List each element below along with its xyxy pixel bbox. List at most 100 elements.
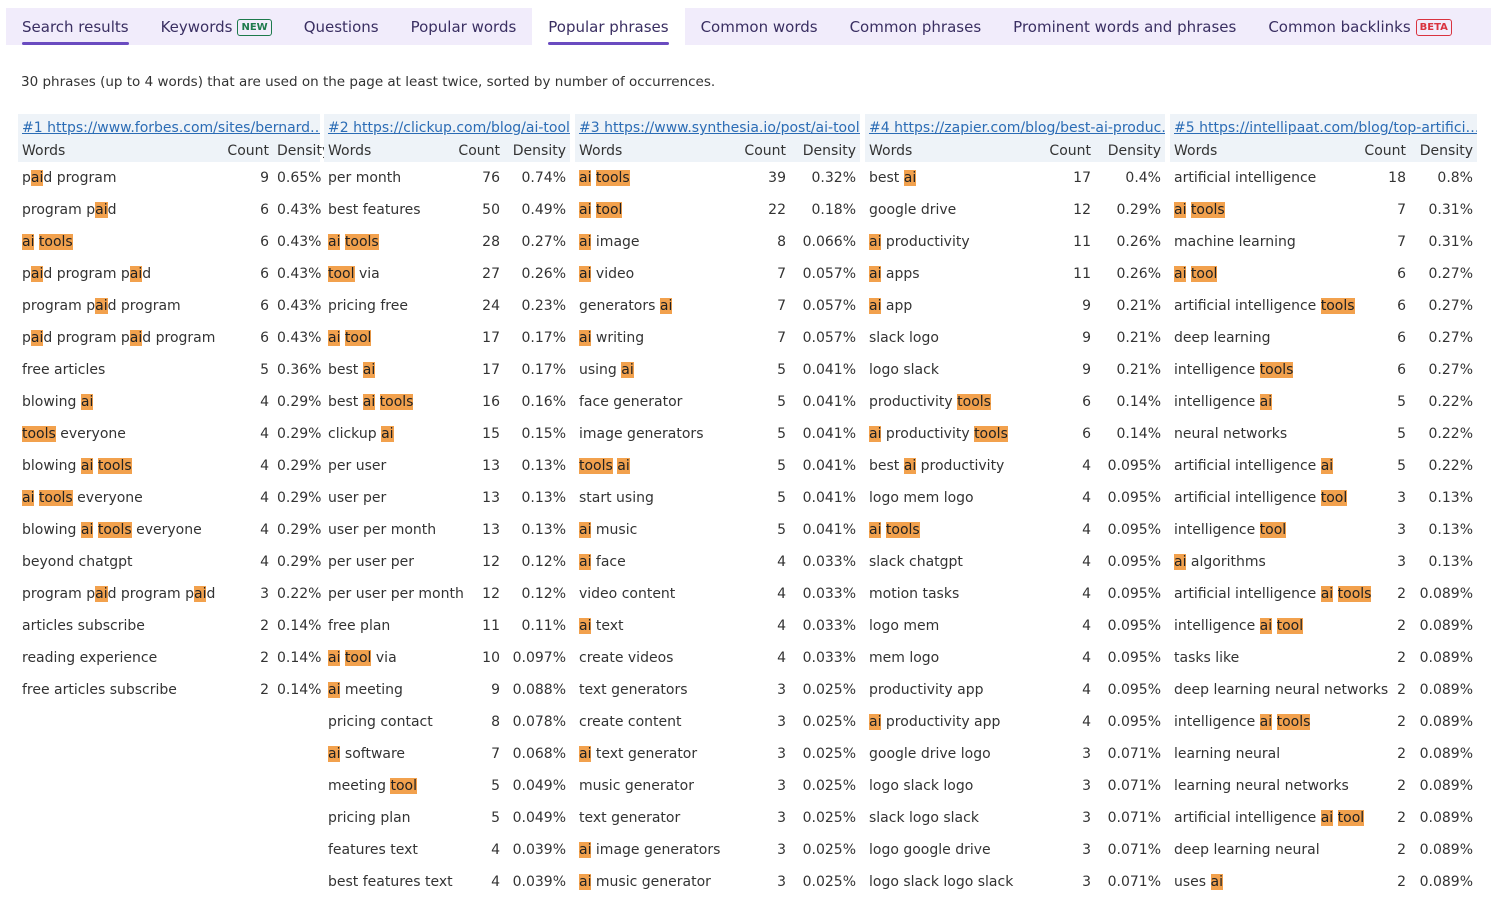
count: 5 [777, 394, 786, 410]
density: 0.033% [802, 618, 856, 634]
phrase: ai tools [1174, 202, 1225, 218]
phrase: generators ai [579, 298, 673, 314]
phrase-row: ai apps 11 0.26% [865, 258, 1165, 290]
phrase: per user per month [328, 586, 464, 602]
density: 0.16% [521, 394, 566, 410]
tab[interactable]: Common phrases [834, 8, 998, 45]
count: 4 [777, 586, 786, 602]
tab[interactable]: Common backlinks BETA [1252, 8, 1468, 45]
count: 9 [491, 682, 500, 698]
density: 0.29% [277, 458, 322, 474]
phrase-row: productivity app 4 0.095% [865, 674, 1165, 706]
count: 12 [1073, 202, 1091, 218]
tab[interactable]: Popular phrases [532, 8, 685, 45]
phrase: music generator [579, 778, 694, 794]
density: 0.041% [802, 426, 856, 442]
source-link[interactable]: #1 https://www.forbes.com/sites/bernard… [22, 120, 320, 136]
phrase-row: pricing free 24 0.23% [324, 290, 570, 322]
tab-badge: NEW [237, 19, 272, 36]
count: 4 [260, 554, 269, 570]
phrase: ai tools [22, 234, 73, 250]
density: 0.025% [802, 810, 856, 826]
count: 6 [260, 298, 269, 314]
density: 0.033% [802, 586, 856, 602]
count: 11 [1073, 234, 1091, 250]
source-link[interactable]: #3 https://www.synthesia.io/post/ai-tool… [579, 120, 860, 136]
phrase: ai tools [579, 170, 630, 186]
count: 4 [260, 522, 269, 538]
tab[interactable]: Popular words [395, 8, 533, 45]
count: 6 [1397, 266, 1406, 282]
density: 0.29% [1116, 202, 1161, 218]
phrase: meeting tool [328, 778, 417, 794]
phrase-row: program paid program paid 3 0.22% [18, 578, 322, 610]
phrase: artificial intelligence tool [1174, 490, 1348, 506]
count: 4 [1082, 682, 1091, 698]
density: 0.15% [521, 426, 566, 442]
tab[interactable]: Questions [288, 8, 395, 45]
phrase-row: ai video 7 0.057% [575, 258, 860, 290]
column-header: #3 https://www.synthesia.io/post/ai-tool… [575, 114, 860, 162]
phrase-row: ai software 7 0.068% [324, 738, 570, 770]
density: 0.078% [512, 714, 566, 730]
phrase-row: best ai 17 0.17% [324, 354, 570, 386]
count: 12 [482, 554, 500, 570]
source-link[interactable]: #5 https://intellipaat.com/blog/top-arti… [1174, 120, 1477, 136]
phrase: intelligence ai tool [1174, 618, 1304, 634]
header-row: Words Count Density [865, 140, 1165, 162]
count: 3 [1082, 842, 1091, 858]
density: 0.22% [277, 586, 322, 602]
count: 28 [482, 234, 500, 250]
phrase-row: per user per 12 0.12% [324, 546, 570, 578]
density: 0.025% [802, 842, 856, 858]
density: 0.071% [1107, 778, 1161, 794]
density: 0.025% [802, 746, 856, 762]
count: 3 [777, 810, 786, 826]
density: 0.071% [1107, 746, 1161, 762]
density: 0.13% [521, 490, 566, 506]
count: 4 [1082, 714, 1091, 730]
phrase-row: user per month 13 0.13% [324, 514, 570, 546]
phrase: image generators [579, 426, 704, 442]
phrase-row: per month 76 0.74% [324, 162, 570, 194]
phrase: per user [328, 458, 387, 474]
density: 0.089% [1419, 714, 1473, 730]
tab-label: Common phrases [849, 18, 982, 36]
phrase-row: articles subscribe 2 0.14% [18, 610, 321, 642]
source-link[interactable]: #4 https://zapier.com/blog/best-ai-produ… [869, 120, 1165, 136]
tab[interactable]: Keywords NEW [145, 8, 288, 45]
tab[interactable]: Common words [685, 8, 834, 45]
phrase: ai tools [869, 522, 920, 538]
density: 0.033% [802, 554, 856, 570]
density: 0.29% [277, 522, 322, 538]
phrase: motion tasks [869, 586, 960, 602]
density: 0.041% [802, 490, 856, 506]
phrase: logo slack [869, 362, 939, 378]
phrase-rows: per month 76 0.74% best features 50 0.49% ai t… [324, 162, 570, 898]
density: 0.43% [277, 202, 322, 218]
density: 0.039% [512, 842, 566, 858]
phrase-row: mem logo 4 0.095% [865, 642, 1165, 674]
phrase: productivity tools [869, 394, 991, 410]
count: 3 [777, 874, 786, 890]
density: 0.22% [1428, 394, 1473, 410]
density: 0.18% [811, 202, 856, 218]
phrase-row: text generators 3 0.025% [575, 674, 860, 706]
phrase-table: Words Count Density [575, 140, 860, 162]
count: 7 [1397, 234, 1406, 250]
tab-label: Keywords [160, 18, 233, 36]
count: 9 [1082, 362, 1091, 378]
phrase-row: deep learning neural networks 2 0.089% [1170, 674, 1477, 706]
phrase: user per month [328, 522, 437, 538]
density: 0.27% [1428, 298, 1473, 314]
phrase: ai music generator [579, 874, 711, 890]
count: 6 [260, 202, 269, 218]
phrase: machine learning [1174, 234, 1296, 250]
tab[interactable]: Search results [6, 8, 145, 45]
density: 0.32% [811, 170, 856, 186]
count: 5 [1397, 458, 1406, 474]
phrase: ai tools everyone [22, 490, 143, 506]
source-link[interactable]: #2 https://clickup.com/blog/ai-tools [328, 120, 570, 136]
density: 0.74% [521, 170, 566, 186]
tab[interactable]: Prominent words and phrases [997, 8, 1252, 45]
